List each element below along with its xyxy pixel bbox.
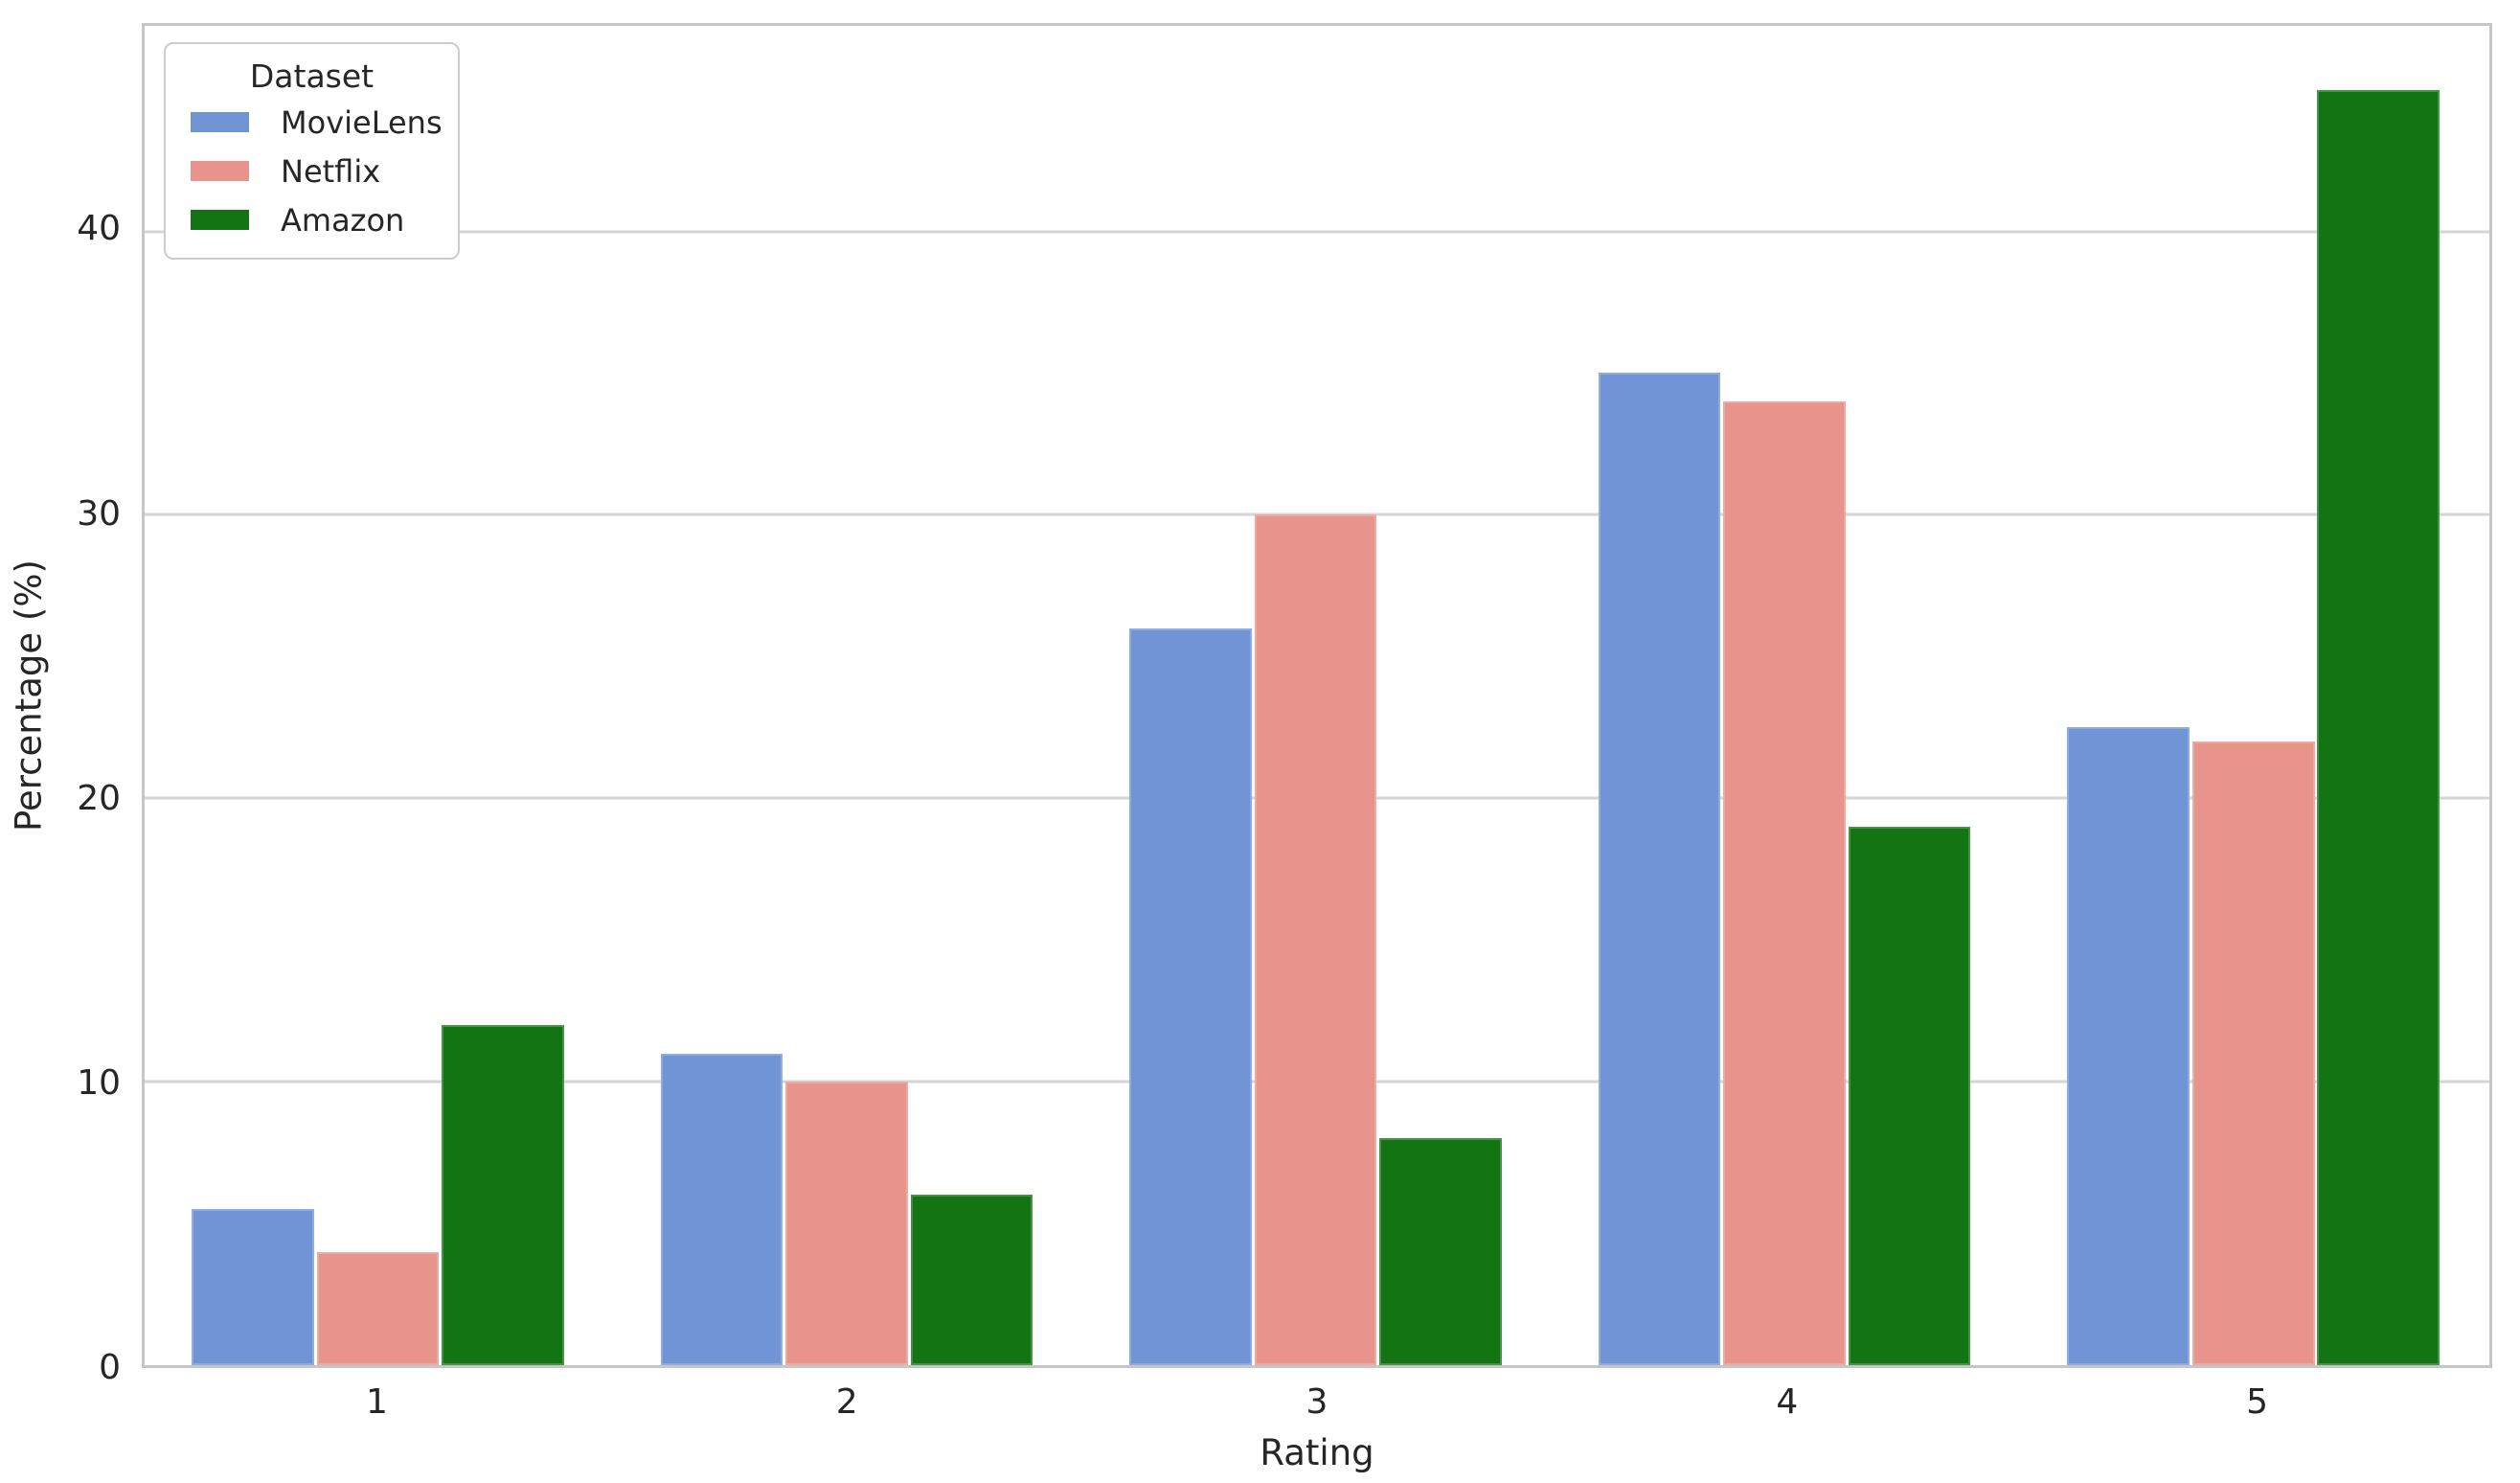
y-tick-label-0: 0: [99, 1348, 121, 1387]
legend-label-movielens: MovieLens: [281, 103, 443, 141]
legend-item-movielens: MovieLens: [166, 98, 458, 147]
legend: Dataset MovieLens Netflix Amazon: [164, 42, 460, 260]
y-tick-label-20: 20: [77, 778, 121, 818]
bar-amazon-rating-5: [2317, 89, 2441, 1365]
legend-items: MovieLens Netflix Amazon: [166, 98, 458, 244]
gridline-y-30: [145, 513, 2489, 516]
bar-movielens-rating-2: [660, 1053, 783, 1365]
legend-swatch-amazon: [191, 210, 249, 230]
bar-movielens-rating-5: [2067, 727, 2190, 1365]
legend-swatch-movielens: [191, 112, 249, 132]
bar-movielens-rating-1: [191, 1209, 314, 1365]
bar-amazon-rating-4: [1848, 826, 1971, 1365]
y-tick-label-30: 30: [77, 493, 121, 534]
legend-label-amazon: Amazon: [281, 201, 405, 239]
legend-item-amazon: Amazon: [166, 195, 458, 244]
x-tick-label-4: 4: [1776, 1382, 1799, 1422]
x-tick-label-5: 5: [2246, 1382, 2269, 1422]
legend-swatch-netflix: [191, 161, 249, 181]
bar-netflix-rating-5: [2191, 742, 2315, 1365]
bar-amazon-rating-3: [1379, 1138, 1502, 1365]
y-tick-label-40: 40: [77, 209, 121, 249]
legend-item-netflix: Netflix: [166, 147, 458, 195]
bar-netflix-rating-2: [785, 1082, 908, 1365]
x-axis-title: Rating: [1260, 1432, 1374, 1473]
x-tick-label-3: 3: [1305, 1382, 1328, 1422]
x-tick-label-1: 1: [365, 1382, 388, 1422]
bar-amazon-rating-1: [442, 1024, 564, 1365]
legend-label-netflix: Netflix: [281, 152, 381, 190]
gridline-y-40: [145, 230, 2489, 233]
bar-movielens-rating-4: [1598, 373, 1721, 1365]
legend-title: Dataset: [249, 57, 375, 95]
plot-area: Dataset MovieLens Netflix Amazon: [142, 23, 2492, 1368]
bar-netflix-rating-1: [316, 1251, 440, 1365]
bar-amazon-rating-2: [910, 1195, 1033, 1365]
y-tick-label-10: 10: [77, 1062, 121, 1103]
bar-netflix-rating-3: [1254, 514, 1377, 1365]
bar-netflix-rating-4: [1723, 401, 1846, 1365]
x-tick-label-2: 2: [835, 1382, 858, 1422]
bar-movielens-rating-3: [1129, 627, 1252, 1365]
